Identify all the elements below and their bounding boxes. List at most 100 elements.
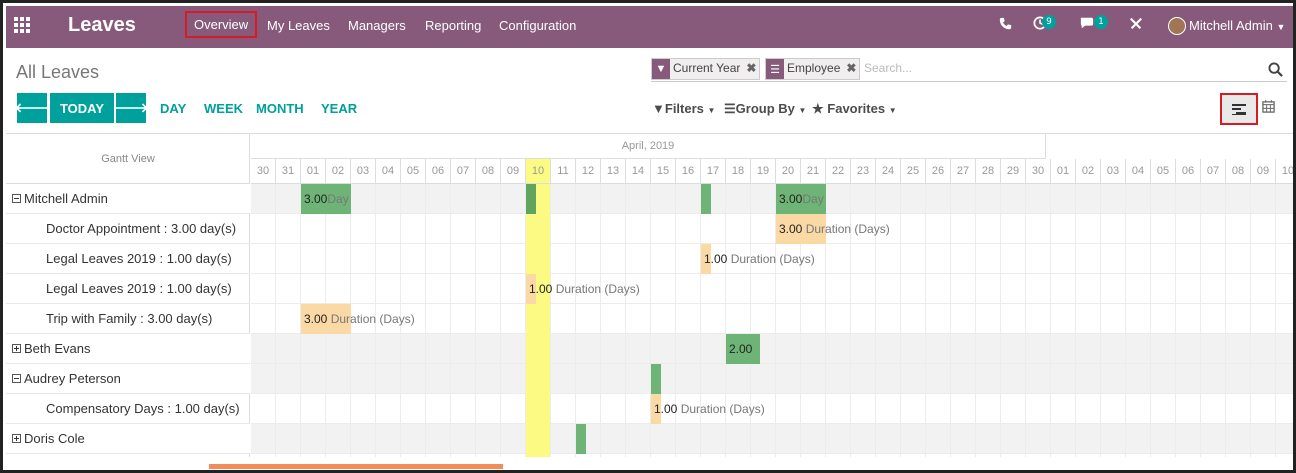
scale-day[interactable]: DAY	[160, 101, 187, 116]
leave-bar[interactable]	[576, 424, 586, 454]
leave-bar[interactable]	[651, 364, 661, 394]
grid-line	[400, 184, 401, 457]
today-button[interactable]: TODAY	[50, 93, 114, 123]
day-header: 28	[976, 159, 1001, 184]
group-by-label: Group By	[735, 101, 795, 116]
grid-line	[975, 184, 976, 457]
grid-line	[1075, 184, 1076, 457]
search-facet-employee[interactable]: ☰ Employee ✖	[765, 58, 861, 80]
gantt-record-row[interactable]: Compensatory Days : 1.00 day(s)	[6, 394, 250, 424]
remove-facet-icon[interactable]: ✖	[746, 61, 757, 75]
menu-my-leaves[interactable]: My Leaves	[267, 18, 330, 33]
leave-bar[interactable]: 2.00	[726, 334, 760, 364]
grid-line	[575, 184, 576, 457]
day-header: 07	[451, 159, 476, 184]
grid-line	[375, 184, 376, 457]
gantt-view-switch[interactable]	[1220, 93, 1258, 125]
day-header: 02	[1076, 159, 1101, 184]
leave-bar[interactable]: 1.00 Duration (Days)	[651, 394, 765, 424]
group-by-dropdown[interactable]: ☰Group By ▼	[724, 101, 806, 117]
grid-line	[1250, 184, 1251, 457]
expand-icon[interactable]	[12, 344, 21, 353]
next-button[interactable]: 🡒	[113, 93, 149, 123]
leave-bar[interactable]	[701, 184, 711, 214]
day-header: 18	[726, 159, 751, 184]
scale-week[interactable]: WEEK	[204, 101, 243, 116]
day-header: 10	[526, 159, 551, 184]
scale-month[interactable]: MONTH	[256, 101, 304, 116]
calendar-view-switch[interactable]	[1262, 100, 1275, 117]
previous-button[interactable]: 🡐	[15, 93, 49, 123]
bar-unit: Day	[802, 192, 824, 206]
row-label: Legal Leaves 2019 : 1.00 day(s)	[46, 251, 232, 266]
row-label: Trip with Family : 3.00 day(s)	[46, 311, 213, 326]
menu-managers[interactable]: Managers	[348, 18, 406, 33]
search-facet-current-year[interactable]: ▼ Current Year ✖	[651, 58, 761, 80]
day-header: 19	[751, 159, 776, 184]
gantt-view: Gantt View Mitchell Admin Doctor Appointm…	[6, 134, 1293, 457]
debug-tools-icon[interactable]	[1129, 16, 1143, 34]
leave-bar[interactable]	[526, 184, 536, 214]
messages-icon[interactable]	[1079, 16, 1095, 34]
menu-configuration[interactable]: Configuration	[499, 18, 577, 33]
gantt-chart-row	[251, 244, 1293, 274]
horizontal-scrollbar[interactable]	[209, 464, 503, 469]
day-header: 30	[251, 159, 276, 184]
collapse-icon[interactable]	[12, 194, 21, 203]
leave-bar[interactable]: 3.00 Duration (Days)	[301, 304, 415, 334]
expand-icon[interactable]	[12, 434, 21, 443]
grid-line	[1025, 184, 1026, 457]
day-header: 10	[1276, 159, 1293, 184]
gantt-group-row[interactable]: Audrey Peterson	[6, 364, 250, 394]
gantt-group-row[interactable]: Beth Evans	[6, 334, 250, 364]
apps-menu-icon[interactable]	[14, 17, 34, 37]
menu-reporting[interactable]: Reporting	[425, 18, 482, 33]
grid-line	[650, 184, 651, 457]
remove-facet-icon[interactable]: ✖	[846, 61, 857, 75]
gantt-group-row[interactable]: Mitchell Admin	[6, 184, 250, 214]
row-label: Doctor Appointment : 3.00 day(s)	[46, 221, 237, 236]
calendar-icon	[1262, 100, 1275, 113]
gantt-record-row[interactable]: Doctor Appointment : 3.00 day(s)	[6, 214, 250, 244]
day-header: 17	[701, 159, 726, 184]
day-header: 27	[951, 159, 976, 184]
day-header: 12	[576, 159, 601, 184]
leave-bar[interactable]: 3.00 Duration (Days)	[776, 214, 890, 244]
day-header: 04	[376, 159, 401, 184]
bar-value: 3.00	[779, 222, 803, 236]
leave-bar[interactable]: 3.00Day	[776, 184, 826, 214]
grid-line	[525, 184, 526, 457]
bar-unit: Day	[327, 192, 349, 206]
favorites-dropdown[interactable]: ★ Favorites ▼	[812, 101, 897, 117]
row-label: Compensatory Days : 1.00 day(s)	[46, 401, 240, 416]
gantt-record-row[interactable]: Legal Leaves 2019 : 1.00 day(s)	[6, 274, 250, 304]
leave-bar[interactable]: 1.00 Duration (Days)	[526, 274, 640, 304]
leave-bar[interactable]: 1.00 Duration (Days)	[701, 244, 815, 274]
user-menu[interactable]: Mitchell Admin ▼	[1189, 18, 1285, 33]
bar-unit: Duration (Days)	[327, 312, 415, 326]
day-header: 09	[501, 159, 526, 184]
gantt-record-row[interactable]: Trip with Family : 3.00 day(s)	[6, 304, 250, 334]
bar-unit: Duration (Days)	[677, 402, 765, 416]
user-avatar[interactable]	[1168, 17, 1186, 35]
scale-year[interactable]: YEAR	[321, 101, 358, 116]
gantt-group-row[interactable]: Doris Cole	[6, 424, 250, 454]
phone-icon[interactable]	[999, 16, 1012, 34]
gantt-row-headers: Gantt View Mitchell Admin Doctor Appointm…	[6, 134, 250, 457]
day-header: 04	[1126, 159, 1151, 184]
gantt-record-row[interactable]: Legal Leaves 2019 : 1.00 day(s)	[6, 244, 250, 274]
bar-value: 3.00	[304, 192, 328, 206]
collapse-icon[interactable]	[12, 374, 21, 383]
filters-dropdown[interactable]: ▼Filters ▼	[652, 101, 715, 116]
search-input[interactable]: Search...	[864, 61, 913, 75]
search-icon[interactable]	[1268, 62, 1283, 81]
arrow-right-icon: 🡒	[113, 100, 149, 115]
grid-line	[1125, 184, 1126, 457]
grid-line	[900, 184, 901, 457]
bar-value: 3.00	[304, 312, 328, 326]
leave-bar[interactable]: 3.00Day	[301, 184, 351, 214]
top-navbar: Leaves Overview My Leaves Managers Repor…	[6, 6, 1293, 48]
menu-overview[interactable]: Overview	[185, 11, 258, 38]
app-brand[interactable]: Leaves	[68, 14, 136, 36]
grid-line	[825, 184, 826, 457]
